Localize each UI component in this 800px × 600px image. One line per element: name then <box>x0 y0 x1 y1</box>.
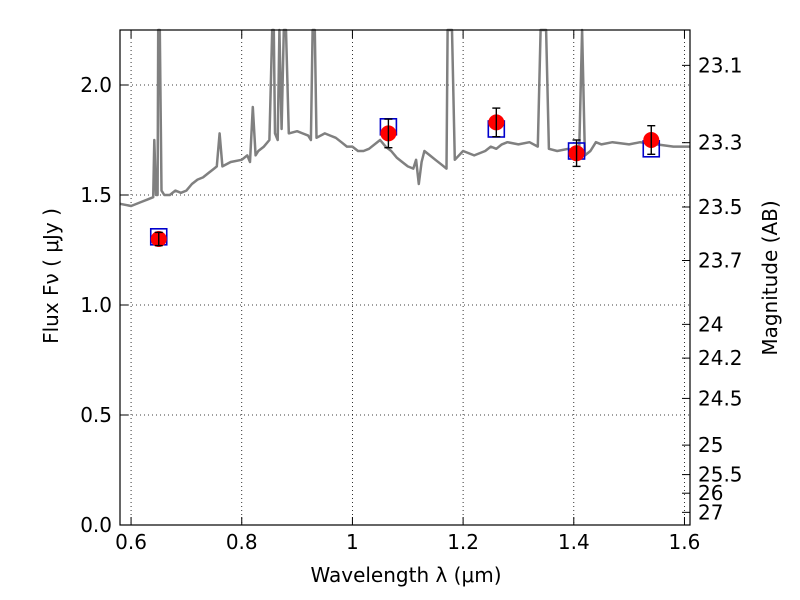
model-photometry-layer <box>149 118 661 246</box>
x-tick-label: 0.8 <box>226 530 258 554</box>
y-tick-label: 2.0 <box>80 73 112 97</box>
y-tick-label: 0.5 <box>80 403 112 427</box>
x-tick-label: 1.4 <box>558 530 590 554</box>
y-axis-label: Flux Fν ( μJy ) <box>39 208 63 344</box>
right-tick-label: 24.2 <box>698 346 743 370</box>
x-tick-label: 1.2 <box>447 530 479 554</box>
right-tick-label: 25 <box>698 433 723 457</box>
y-tick-label: 1.0 <box>80 293 112 317</box>
x-tick-label: 1 <box>346 530 359 554</box>
right-tick-label: 23.7 <box>698 249 743 273</box>
right-tick-label: 24 <box>698 312 723 336</box>
right-tick-label: 25.5 <box>698 463 743 487</box>
ticks: 0.6 0.8 1 1.2 1.4 1.6 0.0 0.5 1.0 1.5 2.0 23.1 23.3 2… <box>80 30 743 554</box>
x-axis-label: Wavelength λ (μm) <box>310 563 501 587</box>
right-tick-label: 26 <box>698 481 723 505</box>
plot-frame <box>119 29 691 526</box>
y-tick-label: 0.0 <box>80 513 112 537</box>
right-tick-label: 23.5 <box>698 195 743 219</box>
grid <box>120 30 690 526</box>
right-axis-label: Magnitude (AB) <box>758 200 782 355</box>
x-tick-label: 1.6 <box>669 530 701 554</box>
right-tick-label: 23.1 <box>698 53 743 77</box>
right-tick-label: 23.3 <box>698 131 743 155</box>
model-spectrum-line <box>119 28 690 208</box>
observed-photometry-layer <box>150 107 660 247</box>
right-tick-label: 24.5 <box>698 386 743 410</box>
model-spectrum-layer <box>119 28 690 208</box>
y-tick-label: 1.5 <box>80 183 112 207</box>
right-tick-label: 27 <box>698 500 723 524</box>
x-tick-label: 0.6 <box>115 530 147 554</box>
